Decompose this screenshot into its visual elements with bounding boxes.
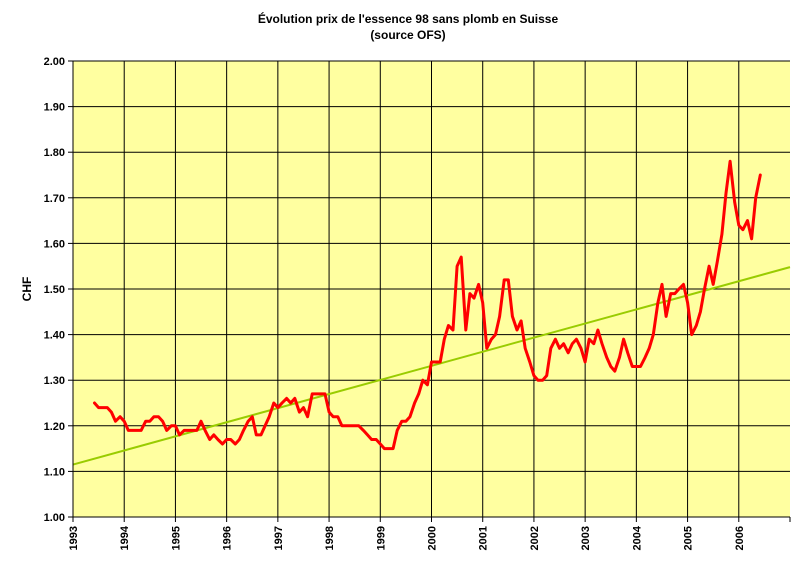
x-tick-labels: 1993 1994 1995 1996 1997 1998 1999 2000 2001 2002… xyxy=(68,525,746,550)
x-tick-label: 2002 xyxy=(529,526,541,550)
axes xyxy=(68,60,791,522)
x-tick-label: 1994 xyxy=(119,525,131,550)
y-axis-title: CHF xyxy=(20,277,34,302)
x-tick-label: 1997 xyxy=(273,526,285,550)
y-tick-label: 1.30 xyxy=(44,375,65,387)
y-tick-label: 1.40 xyxy=(44,330,65,342)
y-tick-label: 1.20 xyxy=(44,421,65,433)
x-tick-label: 2005 xyxy=(683,526,695,550)
x-tick-label: 2001 xyxy=(478,526,490,550)
y-tick-label: 2.00 xyxy=(44,56,65,68)
y-tick-label: 1.10 xyxy=(44,466,65,478)
price-line-layer xyxy=(93,159,762,451)
x-tick-label: 1995 xyxy=(170,526,182,550)
y-tick-label: 1.90 xyxy=(44,102,65,114)
x-tick-label: 1999 xyxy=(375,526,387,550)
x-tick-label: 2006 xyxy=(734,526,746,550)
y-tick-label: 1.60 xyxy=(44,238,65,250)
x-tick-label: 1993 xyxy=(68,526,80,550)
y-tick-labels: 1.00 1.10 1.20 1.30 1.40 1.50 1.60 1.70 1.80 1.90… xyxy=(44,56,65,524)
y-tick-label: 1.00 xyxy=(44,512,65,524)
grid-lines xyxy=(72,60,790,518)
price-line xyxy=(93,159,762,451)
y-tick-label: 1.80 xyxy=(44,147,65,159)
chart-title: Évolution prix de l'essence 98 sans plom… xyxy=(258,11,559,26)
x-tick-label: 2000 xyxy=(427,526,439,550)
chart-subtitle: (source OFS) xyxy=(370,28,445,42)
x-tick-label: 2004 xyxy=(631,525,643,550)
x-tick-label: 1998 xyxy=(324,526,336,550)
x-tick-label: 1996 xyxy=(222,526,234,550)
x-tick-label: 2003 xyxy=(580,526,592,550)
y-tick-label: 1.70 xyxy=(44,193,65,205)
y-tick-label: 1.50 xyxy=(44,284,65,296)
